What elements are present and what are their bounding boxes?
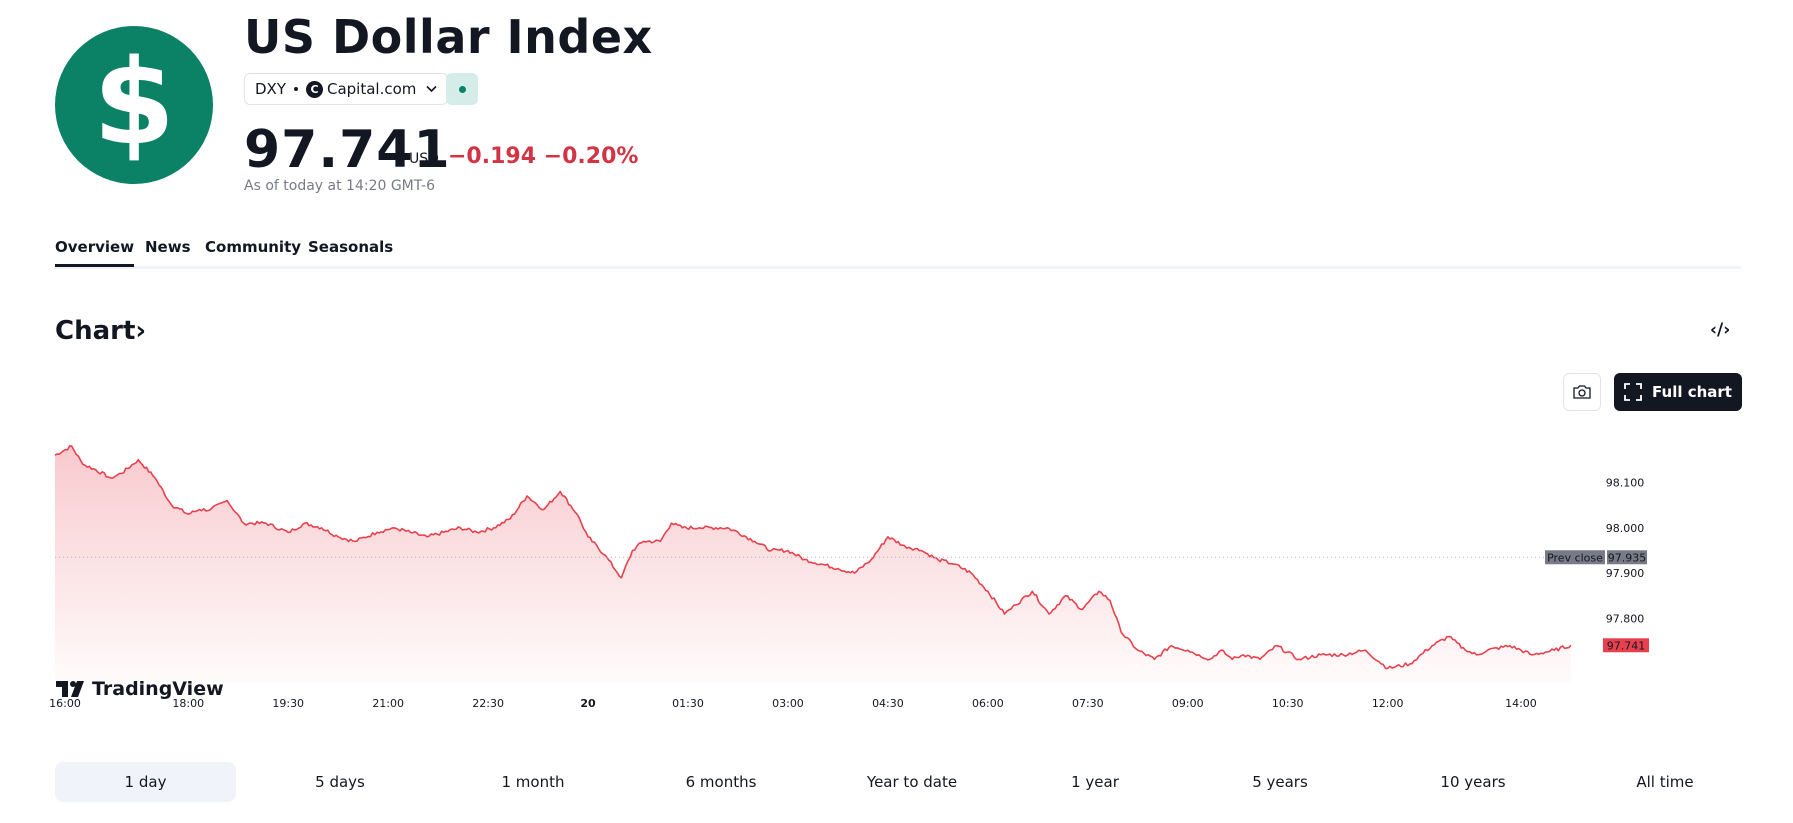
x-tick-label: 18:00	[172, 697, 204, 710]
market-open-status[interactable]	[446, 73, 478, 105]
separator-dot	[294, 87, 298, 91]
y-tick-label: 97.800	[1606, 613, 1645, 626]
camera-icon	[1573, 385, 1591, 399]
x-tick-label: 19:30	[272, 697, 304, 710]
chevron-right-icon: ›	[135, 316, 147, 346]
range-1-month[interactable]: 1 month	[501, 773, 565, 791]
x-tick-label: 07:30	[1072, 697, 1104, 710]
tradingview-watermark: TradingView	[56, 678, 224, 700]
embed-code-icon[interactable]: ‹/›	[1710, 320, 1731, 340]
range-5-days[interactable]: 5 days	[315, 773, 365, 791]
time-range-selector: 1 day 5 days 1 month 6 months Year to da…	[55, 762, 1741, 802]
x-tick-label: 20	[580, 697, 596, 710]
x-tick-label: 03:00	[772, 697, 804, 710]
fullscreen-icon	[1624, 383, 1642, 401]
x-tick-label: 06:00	[972, 697, 1004, 710]
last-value-label: 97.741	[1607, 639, 1646, 652]
tradingview-text: TradingView	[92, 678, 224, 700]
price-line	[54, 445, 1572, 670]
tab-community[interactable]: Community	[205, 238, 302, 256]
range-6-months[interactable]: 6 months	[685, 773, 757, 791]
y-tick-label: 98.100	[1606, 476, 1645, 489]
tab-news[interactable]: News	[145, 238, 191, 256]
x-tick-label: 22:30	[472, 697, 504, 710]
x-tick-label: 21:00	[372, 697, 404, 710]
range-year-to-date[interactable]: Year to date	[866, 773, 958, 791]
x-tick-label: 04:30	[872, 697, 904, 710]
symbol-exchange-selector[interactable]: DXY C Capital.com	[244, 73, 449, 105]
x-tick-label: 01:30	[672, 697, 704, 710]
range-1-year[interactable]: 1 year	[1071, 773, 1119, 791]
exchange-label: Capital.com	[327, 80, 417, 98]
market-open-dot-icon	[458, 85, 466, 93]
full-chart-button[interactable]: Full chart	[1614, 373, 1742, 411]
x-tick-label: 16:00	[49, 697, 81, 710]
x-tick-label: 10:30	[1272, 697, 1304, 710]
chart-heading-text: Chart	[55, 316, 136, 346]
last-value-tag	[1603, 638, 1649, 653]
capital-com-icon: C	[306, 80, 323, 98]
currency-label: USD	[409, 151, 439, 167]
range-all-time[interactable]: All time	[1636, 773, 1694, 791]
prev-close-tag	[1545, 550, 1605, 565]
y-tick-label: 97.900	[1606, 567, 1645, 580]
tab-overview[interactable]: Overview	[55, 238, 135, 267]
dollar-symbol: $	[92, 33, 176, 171]
prev-close-value: 97.935	[1608, 551, 1647, 564]
symbol-label: DXY	[255, 80, 286, 98]
screenshot-button[interactable]	[1563, 373, 1601, 411]
x-tick-label: 12:00	[1372, 697, 1404, 710]
as-of-timestamp: As of today at 14:20 GMT-6	[244, 178, 435, 194]
tradingview-logo-icon	[56, 681, 84, 697]
prev-close-value-tag	[1607, 550, 1647, 565]
range-1-day[interactable]: 1 day	[55, 762, 236, 802]
range-10-years[interactable]: 10 years	[1440, 773, 1506, 791]
x-tick-label: 09:00	[1172, 697, 1204, 710]
last-price: 97.741	[244, 120, 451, 180]
prev-close-label: Prev close	[1547, 551, 1603, 564]
chart-heading-link[interactable]: Chart›	[55, 316, 146, 346]
dollar-logo: $	[55, 26, 213, 184]
section-tabs: Overview News Community Seasonals	[55, 238, 1741, 269]
range-5-years[interactable]: 5 years	[1252, 773, 1308, 791]
chevron-down-icon	[426, 85, 437, 93]
y-tick-label: 98.000	[1606, 522, 1645, 535]
price-change: −0.194 −0.20%	[448, 144, 639, 169]
x-tick-label: 14:00	[1505, 697, 1537, 710]
page-title: US Dollar Index	[244, 10, 653, 64]
price-chart[interactable]: Prev close 97.935 98.100 98.000 97.900 97.800…	[0, 420, 1793, 740]
tab-seasonals[interactable]: Seasonals	[308, 238, 394, 256]
full-chart-label: Full chart	[1652, 383, 1732, 401]
